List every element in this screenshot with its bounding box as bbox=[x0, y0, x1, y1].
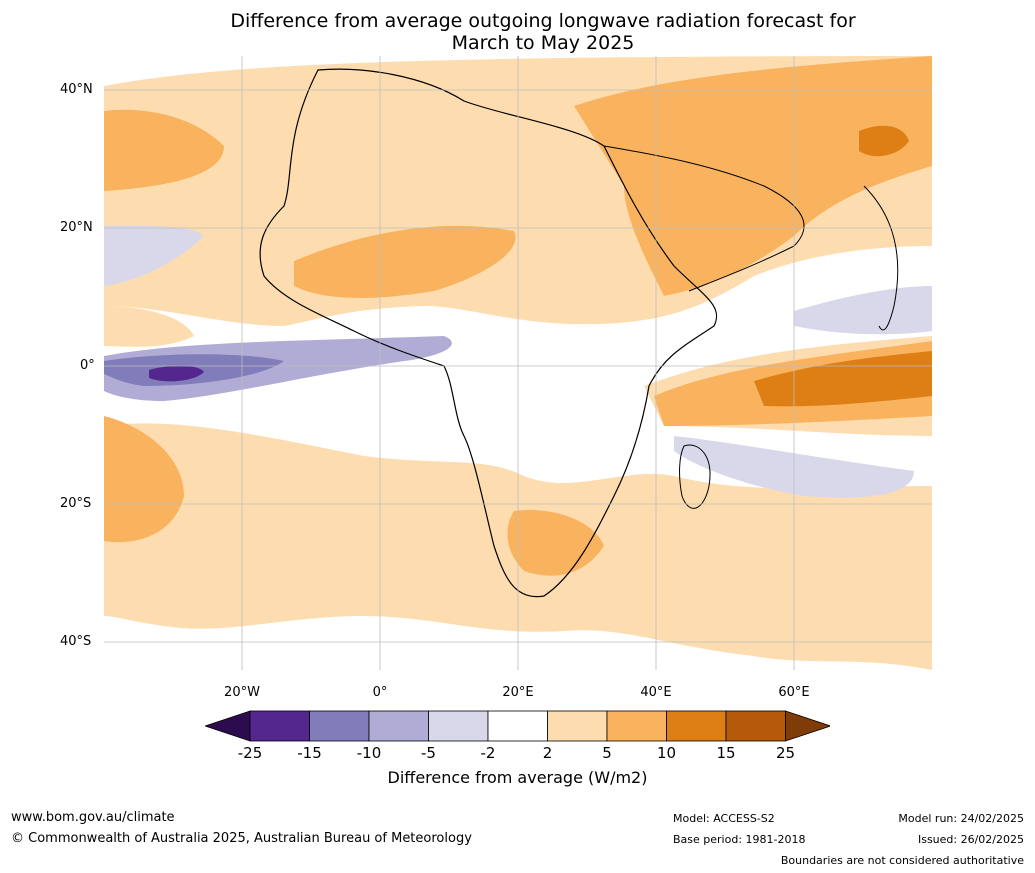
colorbar-tick-label: -2 bbox=[480, 744, 496, 762]
lat-label-20n: 20°N bbox=[60, 220, 93, 235]
base-period-text: Base period: 1981-2018 bbox=[673, 833, 806, 846]
colorbar-swatch bbox=[666, 710, 727, 742]
colorbar-swatch bbox=[606, 710, 667, 742]
colorbar-tick-label: 5 bbox=[602, 744, 612, 762]
anomaly-region-north-atlantic bbox=[104, 109, 224, 191]
model-run-text: Model run: 24/02/2025 bbox=[898, 812, 1024, 825]
colorbar-swatch bbox=[309, 710, 370, 742]
colorbar-extend-low bbox=[205, 710, 251, 742]
colorbar-label: Difference from average (W/m2) bbox=[387, 768, 648, 787]
anomaly-region-southern-africa bbox=[507, 510, 604, 576]
anomaly-region-arabia bbox=[574, 56, 932, 296]
anomaly-region-north-indian bbox=[794, 286, 932, 335]
boundaries-note: Boundaries are not considered authoritat… bbox=[780, 854, 1024, 867]
anomaly-region-sahel bbox=[294, 225, 516, 298]
colorbar-tick-label: -5 bbox=[421, 744, 436, 762]
title-line-2: March to May 2025 bbox=[451, 32, 635, 54]
colorbar-swatch bbox=[487, 710, 548, 742]
colorbar-tick-label: -25 bbox=[237, 744, 263, 762]
lat-label-20s: 20°S bbox=[60, 496, 92, 511]
colorbar-tick-label: 2 bbox=[542, 744, 553, 762]
colorbar-swatch bbox=[428, 710, 489, 742]
anomaly-region-west-atlantic bbox=[104, 225, 204, 286]
colorbar-swatch bbox=[725, 710, 786, 742]
title-line-1: Difference from average outgoing longwav… bbox=[230, 10, 856, 32]
website-link[interactable]: www.bom.gov.au/climate bbox=[11, 810, 175, 825]
lon-label-0: 0° bbox=[372, 685, 388, 700]
lon-label-20w: 20°W bbox=[224, 685, 260, 700]
colorbar-tick-label: -10 bbox=[356, 744, 382, 762]
lon-label-40e: 40°E bbox=[640, 685, 672, 700]
map-title: Difference from average outgoing longwav… bbox=[0, 10, 1035, 54]
lon-label-20e: 20°E bbox=[502, 685, 534, 700]
colorbar-tick-label: 15 bbox=[716, 744, 736, 762]
lat-label-40s: 40°S bbox=[60, 634, 92, 649]
anomaly-region-equatorial-atlantic bbox=[104, 336, 452, 401]
colorbar-extend-high bbox=[785, 710, 830, 742]
arabia-coastline bbox=[603, 145, 805, 292]
anomaly-region-atlantic bbox=[104, 306, 194, 347]
anomaly-region-iran bbox=[859, 125, 909, 157]
anomaly-map bbox=[104, 56, 932, 670]
colorbar bbox=[205, 710, 830, 742]
model-text: Model: ACCESS-S2 bbox=[673, 812, 775, 825]
colorbar-swatch bbox=[368, 710, 429, 742]
lon-label-60e: 60°E bbox=[778, 685, 810, 700]
colorbar-swatch bbox=[249, 710, 310, 742]
anomaly-region-south-atlantic bbox=[104, 416, 184, 543]
madagascar-coastline bbox=[679, 444, 711, 509]
colorbar-tick-label: -15 bbox=[297, 744, 322, 762]
lat-label-40n: 40°N bbox=[60, 82, 93, 97]
anomaly-region-equatorial-core bbox=[149, 365, 204, 382]
map-area bbox=[104, 56, 932, 670]
issued-text: Issued: 26/02/2025 bbox=[917, 833, 1024, 846]
colorbar-tick-label: 25 bbox=[775, 744, 796, 762]
lat-label-0: 0° bbox=[80, 358, 95, 373]
india-coastline bbox=[863, 185, 899, 331]
anomaly-region-indian-strong bbox=[754, 351, 932, 407]
colorbar-tick-label: 10 bbox=[656, 744, 677, 762]
copyright-text: © Commonwealth of Australia 2025, Austra… bbox=[11, 831, 472, 846]
colorbar-swatches bbox=[205, 710, 830, 742]
graticule bbox=[104, 56, 932, 670]
colorbar-swatch bbox=[547, 710, 608, 742]
